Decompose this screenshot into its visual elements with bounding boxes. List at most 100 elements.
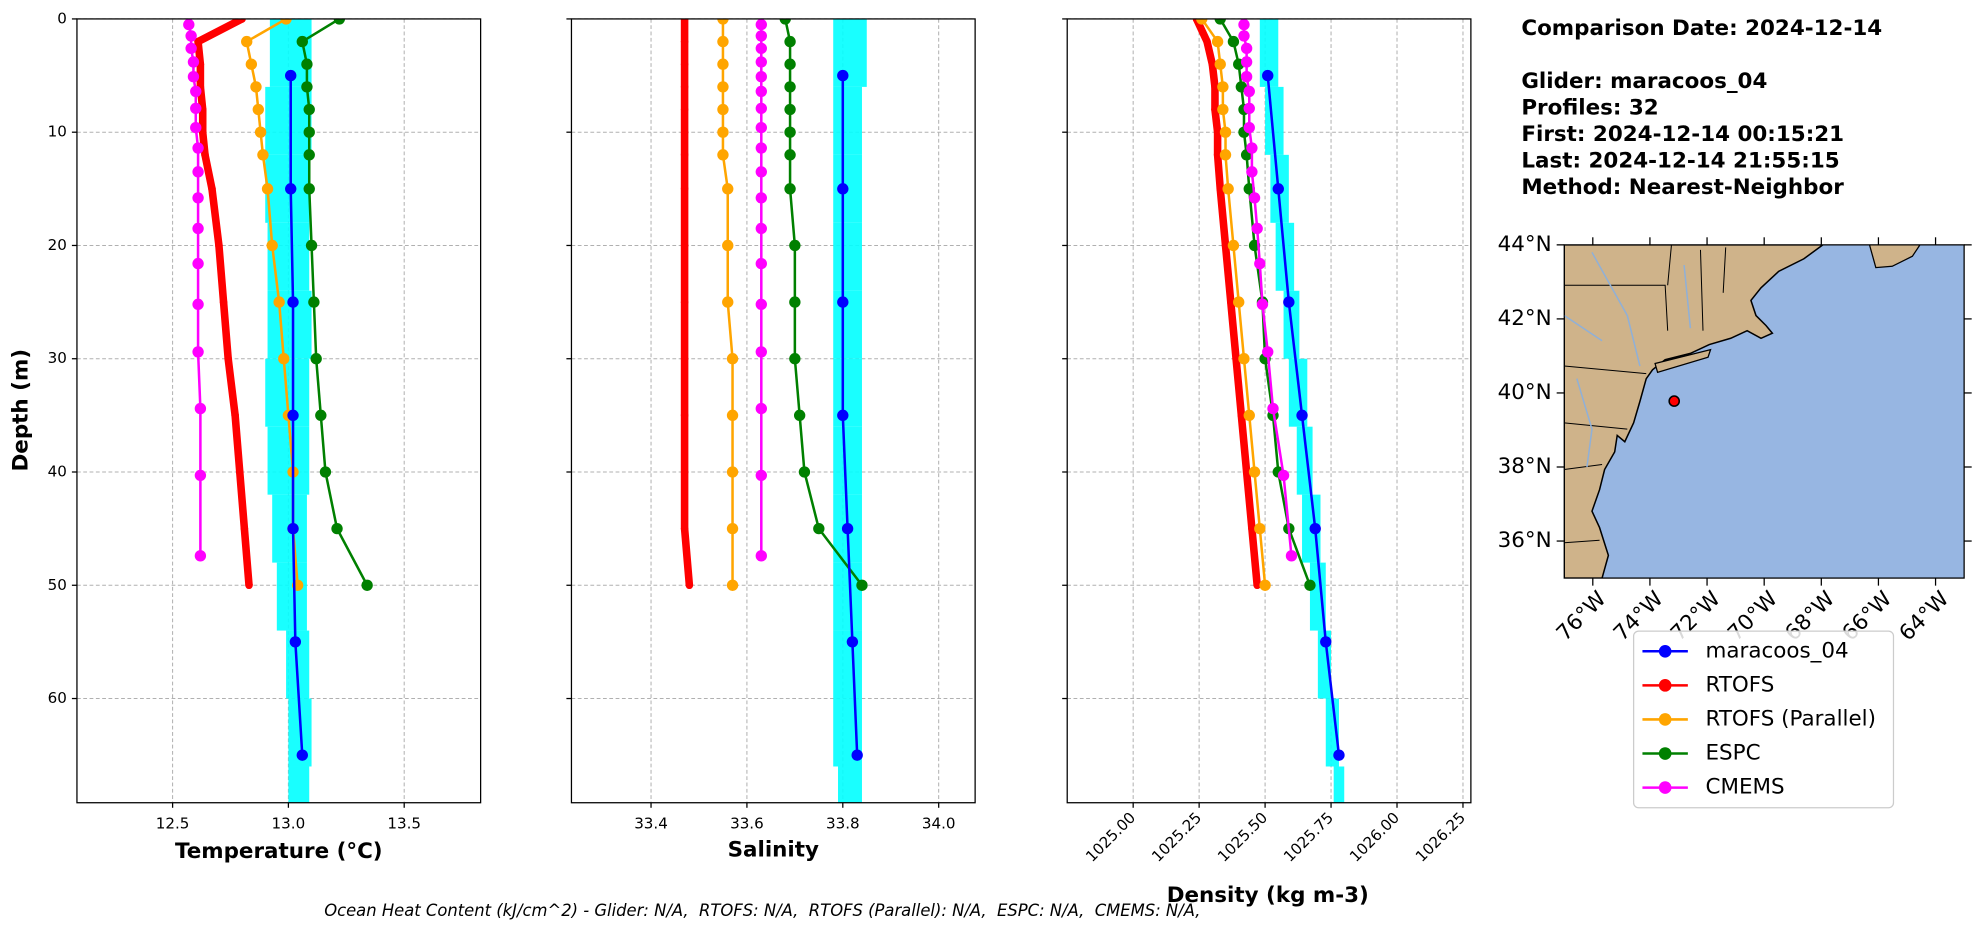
series-marker: [240, 524, 249, 533]
series-marker: [308, 296, 320, 308]
series-marker: [185, 42, 197, 55]
y-tick-label: 0: [57, 9, 67, 27]
glider-profile-band: [1317, 630, 1332, 699]
glider-profile-band: [267, 426, 310, 495]
series-marker: [278, 353, 290, 365]
series-marker: [755, 298, 767, 311]
series-marker: [680, 185, 689, 193]
map-y-tick-label: 40°N: [1498, 380, 1552, 405]
series-marker: [793, 409, 806, 422]
series-marker: [1240, 42, 1253, 55]
series-marker: [235, 468, 244, 476]
series-marker: [726, 522, 739, 535]
y-tick-label: 10: [48, 123, 67, 141]
series-marker: [722, 239, 734, 252]
series-marker: [319, 466, 332, 478]
map-y-tick-label: 44°N: [1498, 232, 1552, 257]
series-marker: [680, 298, 689, 306]
series-marker: [1219, 126, 1232, 138]
series-marker: [194, 402, 207, 415]
series-marker: [333, 18, 346, 25]
series-marker: [1248, 466, 1261, 478]
series-marker: [194, 550, 207, 562]
series-marker: [192, 257, 204, 270]
legend-marker: [1658, 679, 1672, 692]
info-line: Last: 2024-12-14 21:55:15: [1521, 149, 1839, 174]
series-marker: [266, 239, 278, 252]
series-marker: [680, 60, 689, 69]
x-tick-label: 13.0: [272, 815, 306, 833]
series-marker: [1214, 58, 1226, 70]
glider-profile-band: [1325, 698, 1339, 767]
legend-label: RTOFS: [1706, 672, 1775, 697]
series-marker: [190, 121, 202, 134]
series-marker: [1240, 56, 1253, 68]
glider-profile-band: [1309, 562, 1326, 631]
series-marker: [717, 126, 729, 138]
series-marker: [1211, 35, 1224, 48]
series-marker: [784, 183, 796, 195]
series-marker: [303, 126, 315, 138]
series-marker: [296, 35, 308, 48]
series-marker: [717, 35, 729, 48]
series-marker: [1272, 183, 1284, 195]
legend-marker: [1658, 713, 1672, 726]
axes-frame: [570, 18, 976, 804]
series-marker: [224, 354, 232, 363]
series-marker: [252, 103, 264, 116]
x-tick-label: 33.8: [826, 815, 860, 833]
series-marker: [1217, 103, 1229, 116]
series-marker: [680, 524, 689, 533]
series-marker: [1243, 409, 1255, 422]
series-marker: [1246, 166, 1258, 178]
series-marker: [1238, 353, 1250, 365]
series-marker: [1237, 411, 1246, 420]
series-marker: [685, 581, 694, 590]
info-line: First: 2024-12-14 00:15:21: [1521, 122, 1844, 147]
series-marker: [1277, 469, 1290, 482]
series-marker: [722, 296, 734, 308]
series-marker: [1213, 128, 1222, 136]
footer: Ocean Heat Content (kJ/cm^2) - Glider: N…: [324, 901, 1200, 920]
info-panel: Comparison Date: 2024-12-14 Glider: mara…: [1521, 16, 1882, 200]
series-marker: [1253, 581, 1261, 590]
series-marker: [254, 126, 267, 138]
series-marker: [241, 35, 253, 48]
glider-profile-band: [833, 562, 862, 631]
series-marker: [755, 121, 767, 134]
series-marker: [1217, 81, 1229, 93]
series-marker: [755, 469, 767, 482]
legend-label: maracoos_04: [1706, 638, 1849, 663]
series-marker: [841, 522, 854, 535]
series-marker: [194, 37, 202, 46]
y-tick-label: 60: [48, 689, 67, 707]
series-marker: [1243, 102, 1255, 115]
series-marker: [1222, 183, 1234, 195]
series-marker: [789, 353, 801, 365]
series-marker: [1262, 69, 1274, 82]
series-marker: [1248, 192, 1261, 204]
series-marker: [755, 166, 767, 178]
panel: 33.4 33.6 33.8 34.0: [566, 18, 976, 833]
series-marker: [201, 151, 209, 159]
series-marker: [755, 30, 767, 42]
series-marker: [1267, 402, 1279, 415]
series-marker: [192, 142, 204, 154]
glider-profile-band: [276, 562, 307, 631]
series-marker: [1238, 18, 1250, 31]
glider-profile-band: [265, 86, 312, 155]
series-marker: [305, 239, 318, 252]
series-marker: [1262, 346, 1274, 358]
series-marker: [296, 749, 308, 761]
series-marker: [717, 149, 729, 161]
y-tick-label: 30: [48, 349, 67, 367]
x-tick-label: 33.6: [730, 815, 764, 833]
series-marker: [1208, 60, 1217, 69]
series-marker: [755, 222, 767, 235]
legend-marker: [1658, 747, 1672, 760]
series-marker: [717, 18, 729, 25]
series-marker: [285, 183, 297, 195]
series-marker: [192, 192, 204, 204]
map-x-tick-label: 76°W: [1552, 587, 1612, 647]
